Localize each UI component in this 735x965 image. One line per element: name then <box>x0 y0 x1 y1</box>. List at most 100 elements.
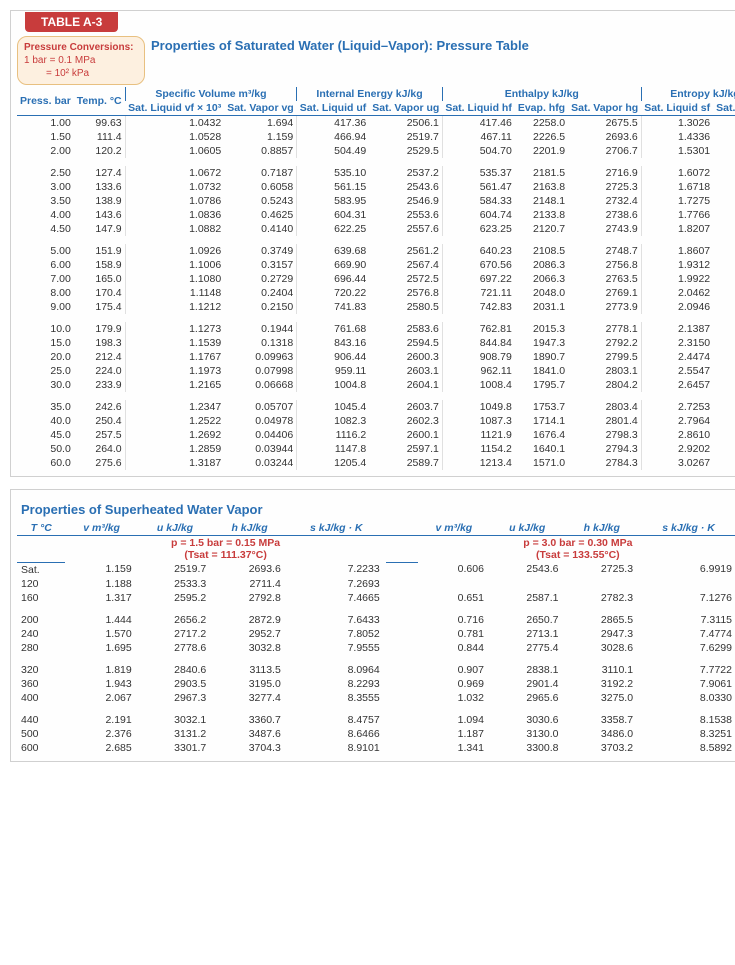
cell: 0.3749 <box>224 244 297 258</box>
cell: 2148.1 <box>515 194 568 208</box>
cell: 2557.6 <box>369 222 442 236</box>
cell: 2519.7 <box>138 562 213 577</box>
cell <box>386 677 418 691</box>
cell: 2903.5 <box>138 677 213 691</box>
cell: 2778.6 <box>138 641 213 655</box>
cell: 1676.4 <box>515 428 568 442</box>
table-row: 3.00133.61.07320.6058561.152543.6561.472… <box>17 180 735 194</box>
cell: 0.1318 <box>224 336 297 350</box>
cell: 2738.6 <box>568 208 641 222</box>
grp-enthalpy: Enthalpy kJ/kg <box>442 87 641 101</box>
cell: 2838.1 <box>490 663 565 677</box>
cell: 2589.7 <box>369 456 442 470</box>
cell: 2769.1 <box>568 286 641 300</box>
cell: 1.2859 <box>125 442 224 456</box>
table-row: 5002.3763131.23487.68.64661.1873130.0348… <box>17 727 735 741</box>
cell: 0.844 <box>418 641 490 655</box>
pressure-conversion-badge: Pressure Conversions: 1 bar = 0.1 MPa = … <box>17 36 145 85</box>
cell: 3277.4 <box>212 691 287 705</box>
cell: 7.00 <box>17 272 74 286</box>
table-row: 9.00175.41.12120.2150741.832580.5742.832… <box>17 300 735 314</box>
cell: 843.16 <box>297 336 370 350</box>
cell: 224.0 <box>74 364 125 378</box>
col-sf: Sat. Liquid sf <box>641 101 713 116</box>
cell: 623.25 <box>442 222 515 236</box>
cell: 962.11 <box>442 364 515 378</box>
cell: 1.3026 <box>641 116 713 131</box>
sh-p2-text: p = 3.0 bar = 0.30 MPa <box>523 537 632 549</box>
sh-gap2 <box>386 536 418 563</box>
grp-specvol: Specific Volume m³/kg <box>125 87 297 101</box>
cell: 2967.3 <box>138 691 213 705</box>
cell <box>418 577 490 591</box>
cell: 120 <box>17 577 65 591</box>
cell: 1.9922 <box>641 272 713 286</box>
cell: 2840.6 <box>138 663 213 677</box>
col-hf: Sat. Liquid hf <box>442 101 515 116</box>
cell: 504.49 <box>297 144 370 158</box>
cell: 2675.5 <box>568 116 641 131</box>
table-row: 10.0179.91.12730.1944761.682583.6762.812… <box>17 322 735 336</box>
cell: 0.05707 <box>224 400 297 414</box>
cell: 2258.0 <box>515 116 568 131</box>
cell: 175.4 <box>74 300 125 314</box>
cell: 2743.9 <box>568 222 641 236</box>
table-row: 2801.6952778.63032.87.95550.8442775.4302… <box>17 641 735 655</box>
cell: 2572.5 <box>369 272 442 286</box>
cell: 2181.5 <box>515 166 568 180</box>
cell: 6.7080 <box>713 272 735 286</box>
cell: 670.56 <box>442 258 515 272</box>
cell: 40.0 <box>17 414 74 428</box>
table-row: 3.50138.91.07860.5243583.952546.9584.332… <box>17 194 735 208</box>
cell: 212.4 <box>74 350 125 364</box>
cell: 2.191 <box>65 713 137 727</box>
cell: 0.2729 <box>224 272 297 286</box>
cell: 561.15 <box>297 180 370 194</box>
cell: 0.606 <box>418 562 490 577</box>
cell: 2784.3 <box>568 456 641 470</box>
cell: 6.8959 <box>713 208 735 222</box>
cell: 2506.1 <box>369 116 442 131</box>
cell: 3704.3 <box>212 741 287 755</box>
table-row: 30.0233.91.21650.066681004.82604.11008.4… <box>17 378 735 392</box>
cell: 2872.9 <box>212 613 287 627</box>
cell: 0.03944 <box>224 442 297 456</box>
cell: 1.2522 <box>125 414 224 428</box>
cell: 1.6072 <box>641 166 713 180</box>
cell: 535.37 <box>442 166 515 180</box>
cell: 127.4 <box>74 166 125 180</box>
table-row: 35.0242.61.23470.057071045.42603.71049.8… <box>17 400 735 414</box>
cell: 1.0732 <box>125 180 224 194</box>
sh-gap <box>386 521 418 536</box>
cell: 2600.1 <box>369 428 442 442</box>
cell: 7.9061 <box>639 677 735 691</box>
cell: 2798.3 <box>568 428 641 442</box>
cell: 2.50 <box>17 166 74 180</box>
cell: 2519.7 <box>369 130 442 144</box>
table-row: 1201.1882533.32711.47.2693 <box>17 577 735 591</box>
sh-p1b-text: (Tsat = 111.37°C) <box>184 549 267 561</box>
sh-p1-text: p = 1.5 bar = 0.15 MPa <box>171 537 280 549</box>
cell <box>386 691 418 705</box>
cell <box>565 577 640 591</box>
cell: 2748.7 <box>568 244 641 258</box>
sh-p2: p = 3.0 bar = 0.30 MPa (Tsat = 133.55°C) <box>418 536 735 563</box>
cell: 1.0528 <box>125 130 224 144</box>
cell: 2803.4 <box>568 400 641 414</box>
cell: 2.685 <box>65 741 137 755</box>
table-row: 6.00158.91.10060.3157669.902567.4670.562… <box>17 258 735 272</box>
cell: 1.50 <box>17 130 74 144</box>
cell: 2656.2 <box>138 613 213 627</box>
cell: 2537.2 <box>369 166 442 180</box>
cell: 3.50 <box>17 194 74 208</box>
cell: 583.95 <box>297 194 370 208</box>
cell: 2865.5 <box>565 613 640 627</box>
cell <box>386 591 418 605</box>
cell: 1116.2 <box>297 428 370 442</box>
cell: 3486.0 <box>565 727 640 741</box>
cell: 2.8610 <box>641 428 713 442</box>
cell: 1.1006 <box>125 258 224 272</box>
cell: 2120.7 <box>515 222 568 236</box>
cell <box>386 727 418 741</box>
cell: 1714.1 <box>515 414 568 428</box>
